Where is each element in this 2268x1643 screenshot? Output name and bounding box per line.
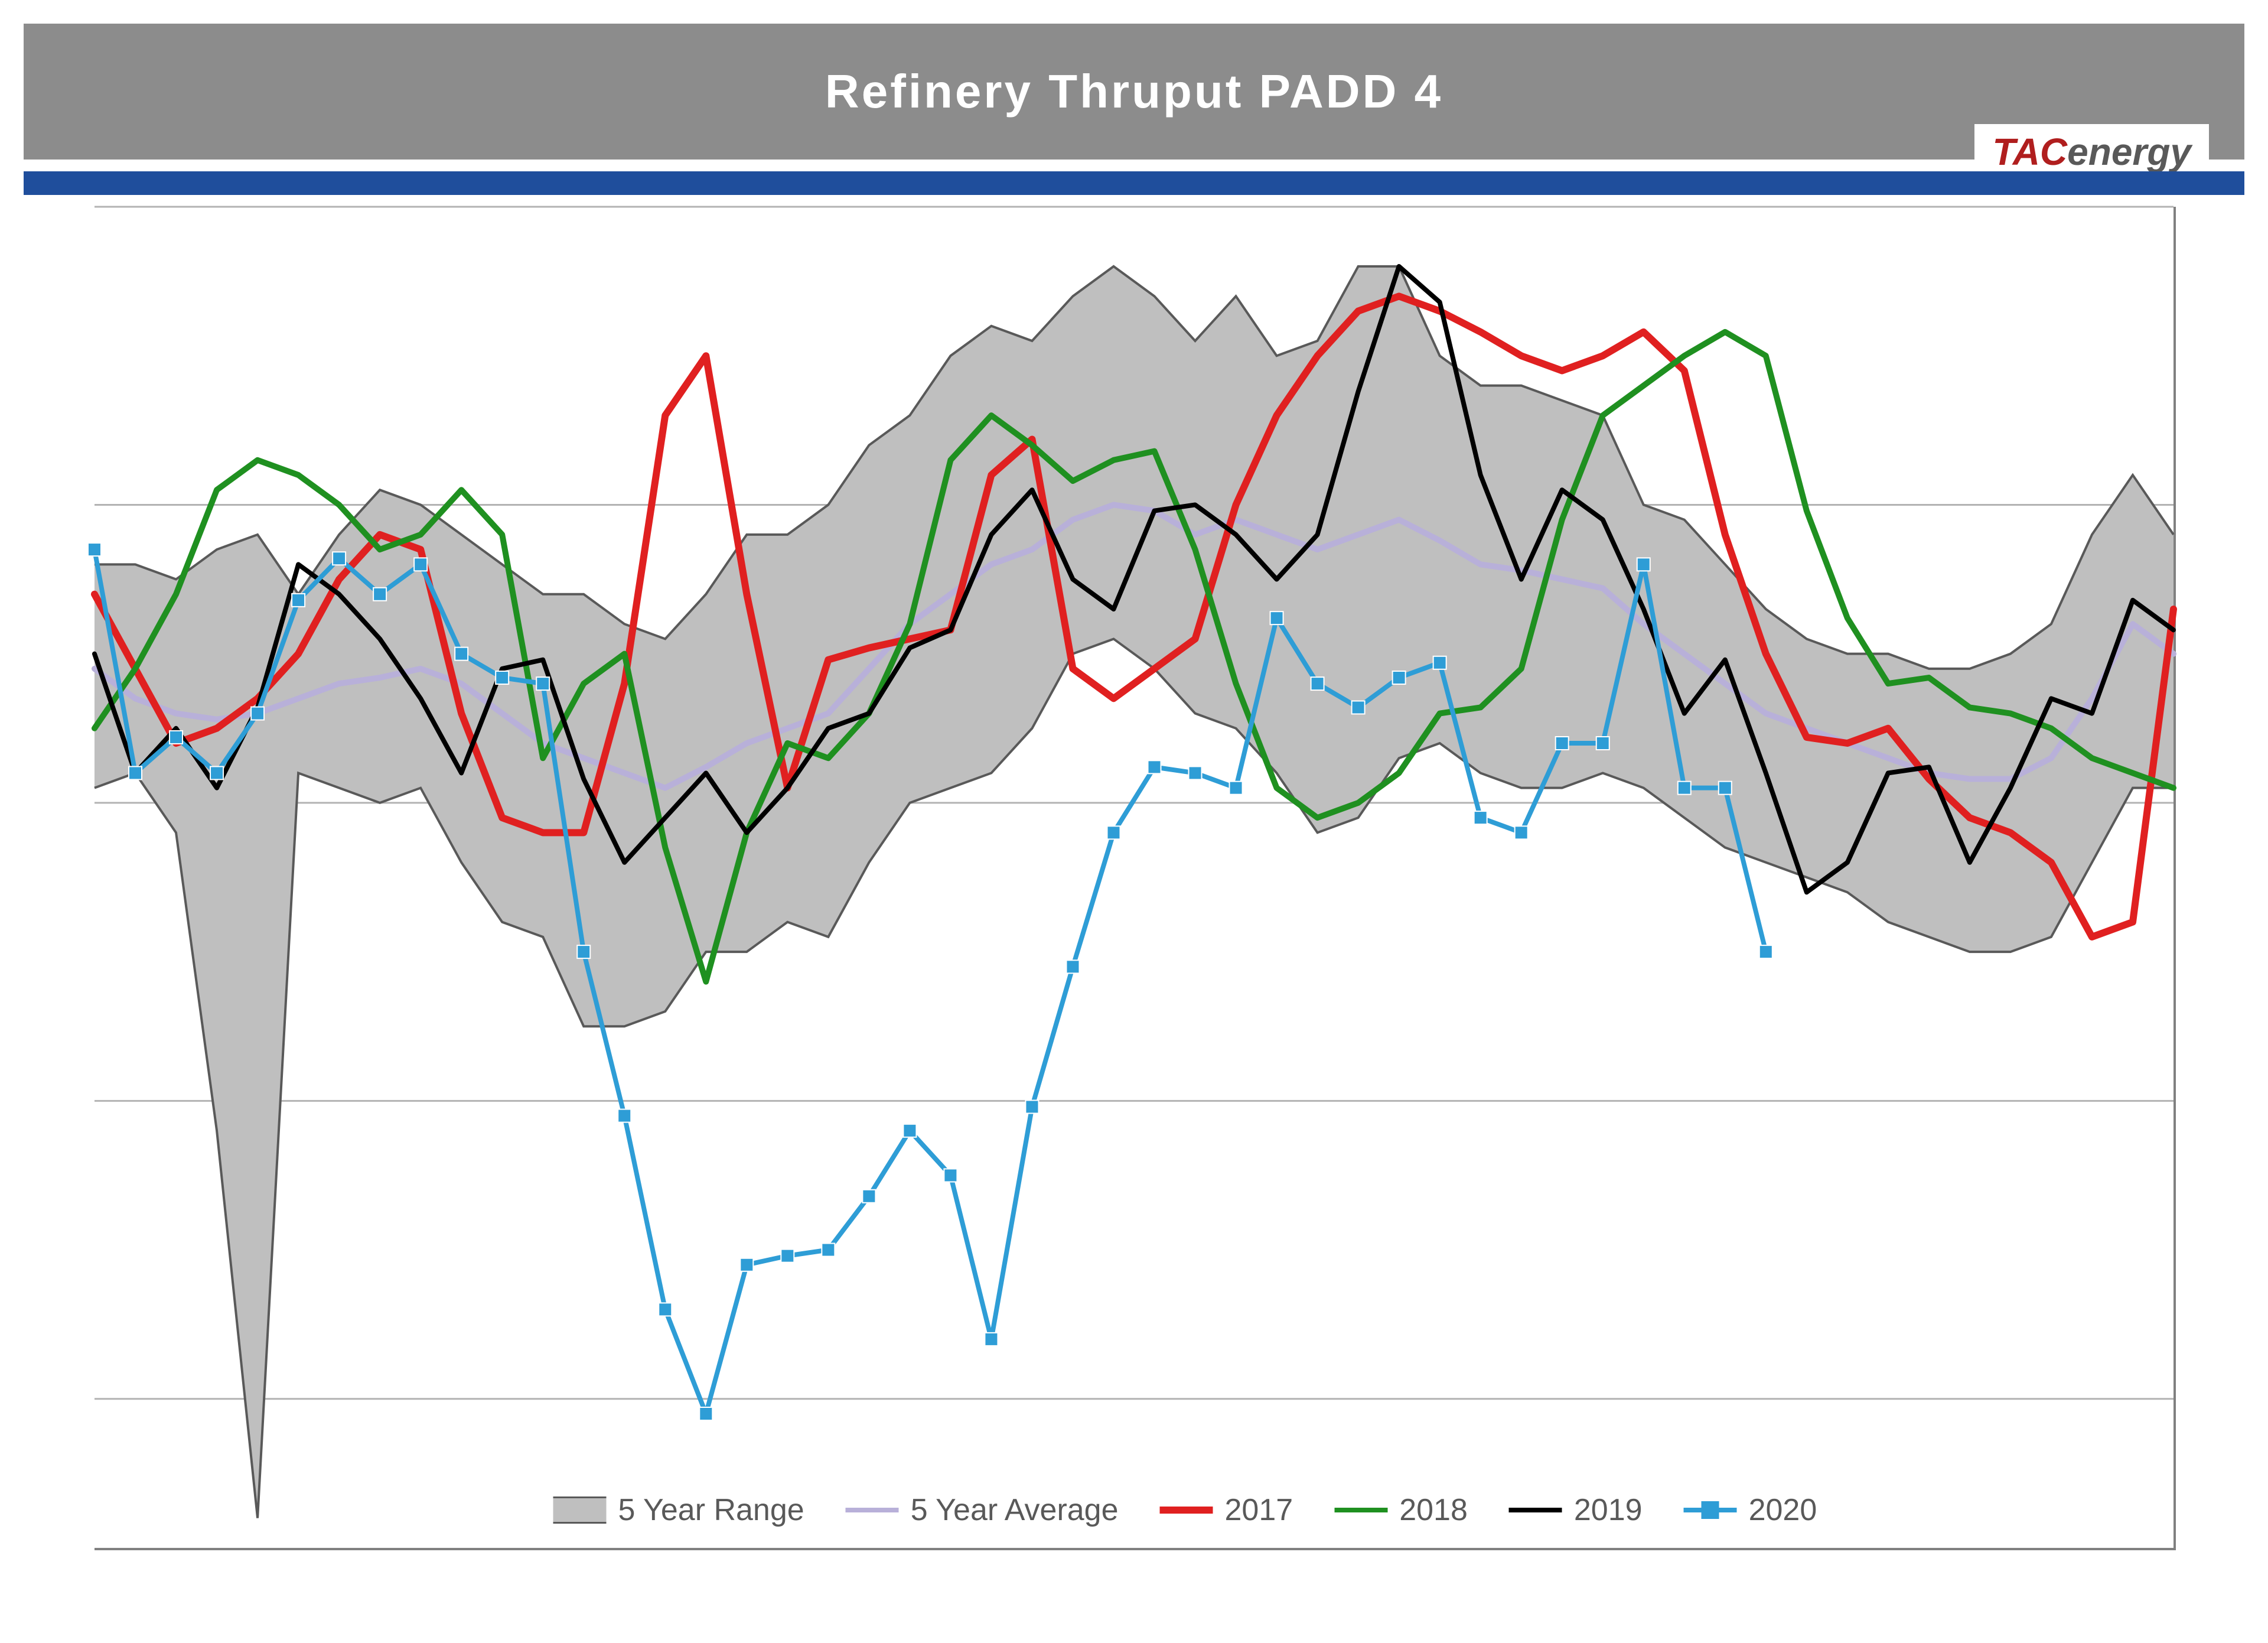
legend-swatch-range (553, 1496, 607, 1524)
legend: 5 Year Range 5 Year Average 2017 2018 20… (548, 1486, 1823, 1534)
blue-strip (24, 171, 2244, 195)
legend-item-avg: 5 Year Average (846, 1492, 1119, 1528)
chart-svg (94, 207, 2174, 1548)
chart-title: Refinery Thruput PADD 4 (825, 64, 1443, 119)
legend-label-2017: 2017 (1225, 1492, 1293, 1528)
legend-label-2019: 2019 (1574, 1492, 1643, 1528)
legend-item-2017: 2017 (1160, 1492, 1293, 1528)
legend-item-2019: 2019 (1509, 1492, 1643, 1528)
logo-energy: energy (2067, 131, 2191, 173)
legend-swatch-2017 (1160, 1507, 1213, 1514)
chart-frame: Refinery Thruput PADD 4 TACenergy 5 Year… (24, 24, 2244, 1619)
legend-swatch-2018 (1334, 1508, 1387, 1512)
legend-label-range: 5 Year Range (618, 1492, 804, 1528)
legend-label-avg: 5 Year Average (911, 1492, 1119, 1528)
legend-swatch-2020 (1684, 1508, 1737, 1512)
legend-item-range: 5 Year Range (553, 1492, 804, 1528)
legend-label-2020: 2020 (1749, 1492, 1817, 1528)
logo-tac: TAC (1992, 131, 2067, 173)
title-bar: Refinery Thruput PADD 4 (24, 24, 2244, 160)
legend-swatch-2019 (1509, 1508, 1562, 1512)
legend-item-2020: 2020 (1684, 1492, 1817, 1528)
legend-item-2018: 2018 (1334, 1492, 1468, 1528)
legend-swatch-avg (846, 1508, 899, 1512)
plot-area: 5 Year Range 5 Year Average 2017 2018 20… (94, 207, 2176, 1550)
legend-label-2018: 2018 (1399, 1492, 1468, 1528)
